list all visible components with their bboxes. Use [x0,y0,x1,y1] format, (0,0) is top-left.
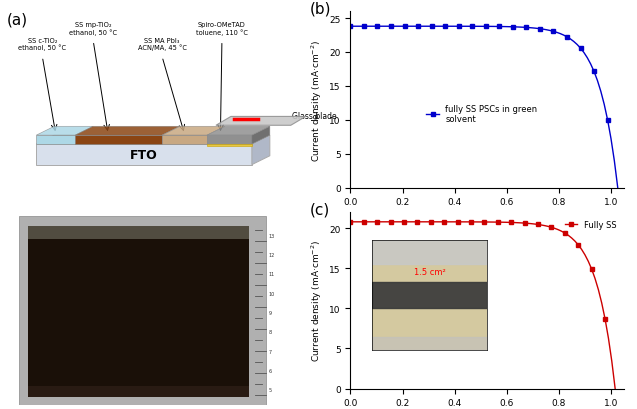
Polygon shape [216,117,306,126]
Polygon shape [75,127,180,136]
Text: Glass blade: Glass blade [292,112,337,121]
Polygon shape [36,136,75,145]
X-axis label: Voltage (V): Voltage (V) [461,212,514,222]
Polygon shape [252,136,270,165]
Text: (b): (b) [310,2,331,17]
Polygon shape [27,226,249,398]
Polygon shape [162,127,225,136]
Text: 6: 6 [269,368,272,373]
Polygon shape [27,226,249,239]
Text: 7: 7 [269,349,272,354]
Polygon shape [207,145,252,147]
Text: FTO: FTO [130,148,158,162]
Text: 8: 8 [269,330,272,335]
Y-axis label: Current density (mA·cm$^{-2}$): Current density (mA·cm$^{-2}$) [309,39,324,161]
Text: SS c-TiO₂
ethanol, 50 °C: SS c-TiO₂ ethanol, 50 °C [18,38,66,52]
Text: 10: 10 [269,291,275,296]
Polygon shape [75,136,162,145]
Polygon shape [207,127,270,136]
Text: SS mp-TiO₂
ethanol, 50 °C: SS mp-TiO₂ ethanol, 50 °C [69,22,117,36]
Text: (c): (c) [310,202,329,217]
Text: SS MA PbI₃
ACN/MA, 45 °C: SS MA PbI₃ ACN/MA, 45 °C [138,38,187,52]
Text: 12: 12 [269,252,275,257]
Text: Spiro-OMeTAD
toluene, 110 °C: Spiro-OMeTAD toluene, 110 °C [196,22,248,36]
Text: (a): (a) [6,12,27,27]
Text: 5: 5 [269,387,272,392]
Text: 9: 9 [269,310,271,315]
Text: 13: 13 [269,233,275,238]
Legend: fully SS PSCs in green
solvent: fully SS PSCs in green solvent [423,101,541,127]
Polygon shape [36,145,252,165]
Polygon shape [162,136,207,145]
Text: 11: 11 [269,272,275,276]
Polygon shape [36,136,270,145]
Polygon shape [36,127,93,136]
Polygon shape [207,136,252,145]
Polygon shape [19,217,266,405]
Legend: Fully SS: Fully SS [562,217,620,232]
Polygon shape [27,386,249,398]
Polygon shape [252,127,270,145]
Y-axis label: Current density (mA·cm$^{-2}$): Current density (mA·cm$^{-2}$) [309,240,324,362]
